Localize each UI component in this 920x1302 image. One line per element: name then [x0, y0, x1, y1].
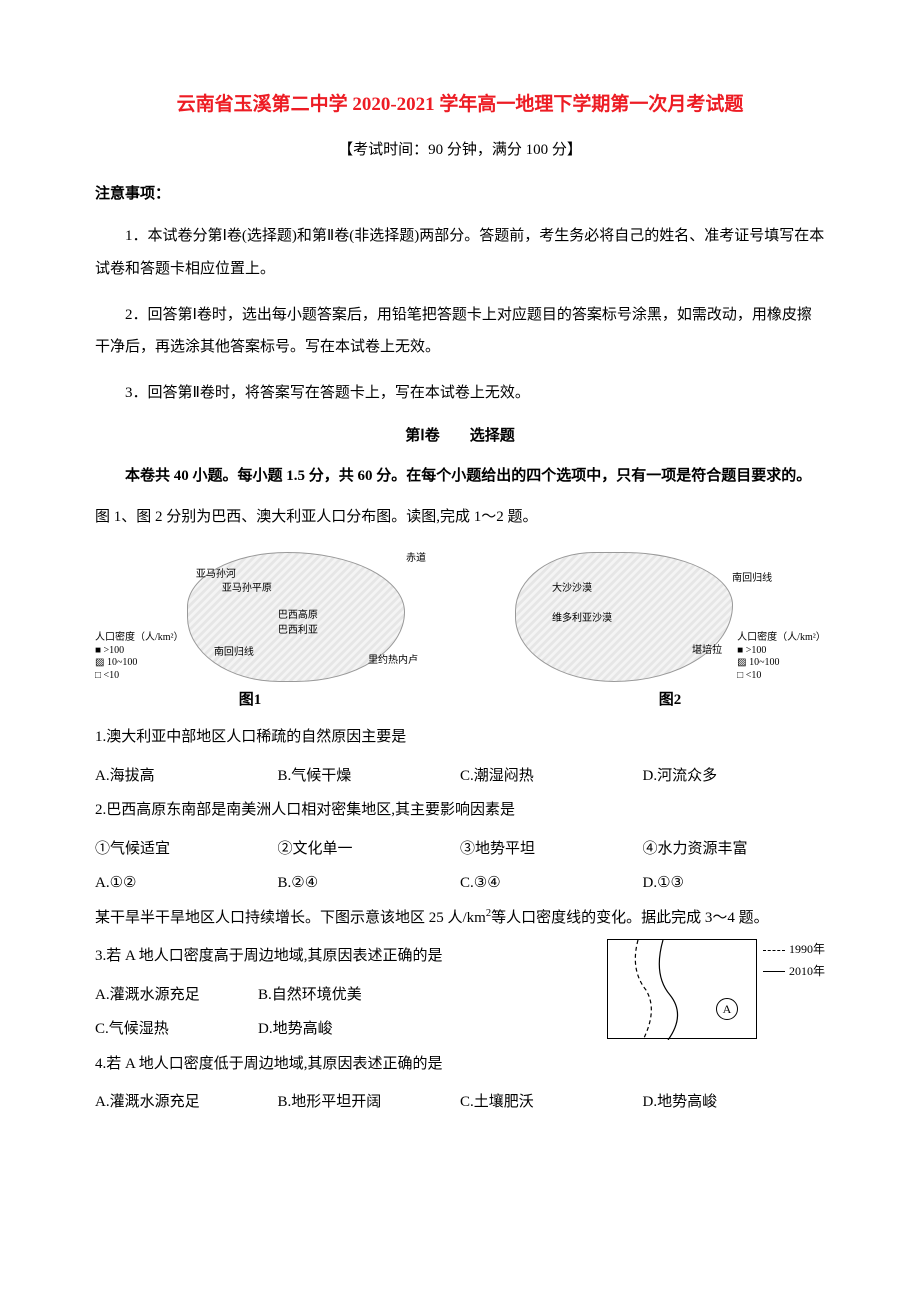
australia-map: 南回归线 大沙沙漠 维多利亚沙漠 堪培拉 [515, 552, 733, 682]
density-map: A [607, 939, 757, 1039]
section-head: 第Ⅰ卷 选择题 [95, 424, 825, 448]
fig1-legend: 人口密度（人/km²） ■ >100 ▨ 10~100 □ <10 [95, 632, 183, 682]
brazil-map: 赤道 亚马孙河 亚马孙平原 巴西高原 巴西利亚 南回归线 里约热内卢 [187, 552, 405, 682]
notice-item-1: 1．本试卷分第Ⅰ卷(选择题)和第Ⅱ卷(非选择题)两部分。答题前，考生务必将自己的… [95, 220, 825, 285]
q2-f3: ③地势平坦 [460, 832, 643, 867]
q4-text: 4.若 A 地人口密度低于周边地域,其原因表述正确的是 [95, 1047, 825, 1082]
figure-row: 人口密度（人/km²） ■ >100 ▨ 10~100 □ <10 赤道 亚马孙… [95, 552, 825, 712]
fig2-legend-title: 人口密度（人/km²） [737, 632, 825, 645]
q1-text: 1.澳大利亚中部地区人口稀疏的自然原因主要是 [95, 720, 825, 755]
map-label-brasilia: 巴西利亚 [278, 623, 318, 639]
figure-1: 人口密度（人/km²） ■ >100 ▨ 10~100 □ <10 赤道 亚马孙… [95, 552, 405, 712]
map-label-canberra: 堪培拉 [692, 643, 722, 659]
fig2-legend-2: 10~100 [749, 657, 779, 668]
fig1-legend-3: <10 [104, 670, 120, 681]
q1-opt-a: A.海拔高 [95, 759, 278, 794]
map-label-rio: 里约热内卢 [368, 653, 418, 669]
density-diagram: A 1990年 2010年 [607, 939, 825, 1039]
q1-opt-b: B.气候干燥 [278, 759, 461, 794]
map-label-desert2: 维多利亚沙漠 [552, 611, 612, 627]
fig2-legend: 人口密度（人/km²） ■ >100 ▨ 10~100 □ <10 [737, 632, 825, 682]
year-2010: 2010年 [789, 961, 825, 983]
q4-opt-a: A.灌溉水源充足 [95, 1085, 278, 1120]
q3-opt-a: A.灌溉水源充足 [95, 978, 258, 1013]
map-label-tropic: 南回归线 [214, 645, 254, 661]
q3-opt-c: C.气候湿热 [95, 1012, 258, 1047]
exam-subtitle: 【考试时间：90 分钟，满分 100 分】 [95, 138, 825, 162]
passage-2a: 某干旱半干旱地区人口持续增长。下图示意该地区 25 人/km [95, 910, 486, 926]
q3-opt-d: D.地势高峻 [258, 1012, 421, 1047]
q1-opt-d: D.河流众多 [643, 759, 826, 794]
page-title: 云南省玉溪第二中学 2020-2021 学年高一地理下学期第一次月考试题 [95, 90, 825, 120]
notice-label: 注意事项： [95, 182, 825, 206]
fig1-legend-1: >100 [104, 645, 125, 656]
notice-item-3: 3．回答第Ⅱ卷时，将答案写在答题卡上，写在本试卷上无效。 [95, 377, 825, 409]
q1-options: A.海拔高 B.气候干燥 C.潮湿闷热 D.河流众多 [95, 759, 825, 794]
fig2-legend-3: <10 [746, 670, 762, 681]
fig1-legend-2: 10~100 [107, 657, 137, 668]
q2-f1: ①气候适宜 [95, 832, 278, 867]
notice-item-2: 2．回答第Ⅰ卷时，选出每小题答案后，用铅笔把答题卡上对应题目的答案标号涂黑，如需… [95, 299, 825, 364]
q2-f4: ④水力资源丰富 [643, 832, 826, 867]
q2-options: A.①② B.②④ C.③④ D.①③ [95, 866, 825, 901]
q2-opt-a: A.①② [95, 866, 278, 901]
q2-factors: ①气候适宜 ②文化单一 ③地势平坦 ④水力资源丰富 [95, 832, 825, 867]
fig2-legend-1: >100 [746, 645, 767, 656]
q4-opt-d: D.地势高峻 [643, 1085, 826, 1120]
passage-1: 图 1、图 2 分别为巴西、澳大利亚人口分布图。读图,完成 1～2 题。 [95, 500, 825, 535]
solid-sample-icon [763, 971, 785, 972]
q1-opt-c: C.潮湿闷热 [460, 759, 643, 794]
map-label-desert1: 大沙沙漠 [552, 581, 592, 597]
map-label-tropic-2: 南回归线 [732, 571, 772, 587]
map-label-amazon-p: 亚马孙平原 [222, 581, 272, 597]
figure-2: 南回归线 大沙沙漠 维多利亚沙漠 堪培拉 人口密度（人/km²） ■ >100 … [515, 552, 825, 712]
map-label-equator: 赤道 [406, 551, 426, 567]
map-label-plateau: 巴西高原 [278, 608, 318, 624]
dash-sample-icon [763, 950, 785, 951]
passage-2b: 等人口密度线的变化。据此完成 3～4 题。 [491, 910, 769, 926]
q2-opt-d: D.①③ [643, 866, 826, 901]
q3-options-row2: C.气候湿热 D.地势高峻 [95, 1012, 589, 1047]
q4-opt-b: B.地形平坦开阔 [278, 1085, 461, 1120]
q3-opt-b: B.自然环境优美 [258, 978, 421, 1013]
q2-opt-b: B.②④ [278, 866, 461, 901]
year-legend: 1990年 2010年 [763, 939, 825, 982]
fig1-caption: 图1 [239, 688, 262, 712]
year-1990: 1990年 [789, 939, 825, 961]
q3-options-row1: A.灌溉水源充足 B.自然环境优美 [95, 978, 589, 1013]
passage-2: 某干旱半干旱地区人口持续增长。下图示意该地区 25 人/km2等人口密度线的变化… [95, 901, 825, 936]
q2-opt-c: C.③④ [460, 866, 643, 901]
q4-opt-c: C.土壤肥沃 [460, 1085, 643, 1120]
q3-text: 3.若 A 地人口密度高于周边地域,其原因表述正确的是 [95, 939, 589, 974]
q2-f2: ②文化单一 [278, 832, 461, 867]
fig1-legend-title: 人口密度（人/km²） [95, 632, 183, 645]
fig2-caption: 图2 [659, 688, 682, 712]
section-body: 本卷共 40 小题。每小题 1.5 分，共 60 分。在每个小题给出的四个选项中… [95, 460, 825, 492]
q2-text: 2.巴西高原东南部是南美洲人口相对密集地区,其主要影响因素是 [95, 793, 825, 828]
q4-options: A.灌溉水源充足 B.地形平坦开阔 C.土壤肥沃 D.地势高峻 [95, 1085, 825, 1120]
